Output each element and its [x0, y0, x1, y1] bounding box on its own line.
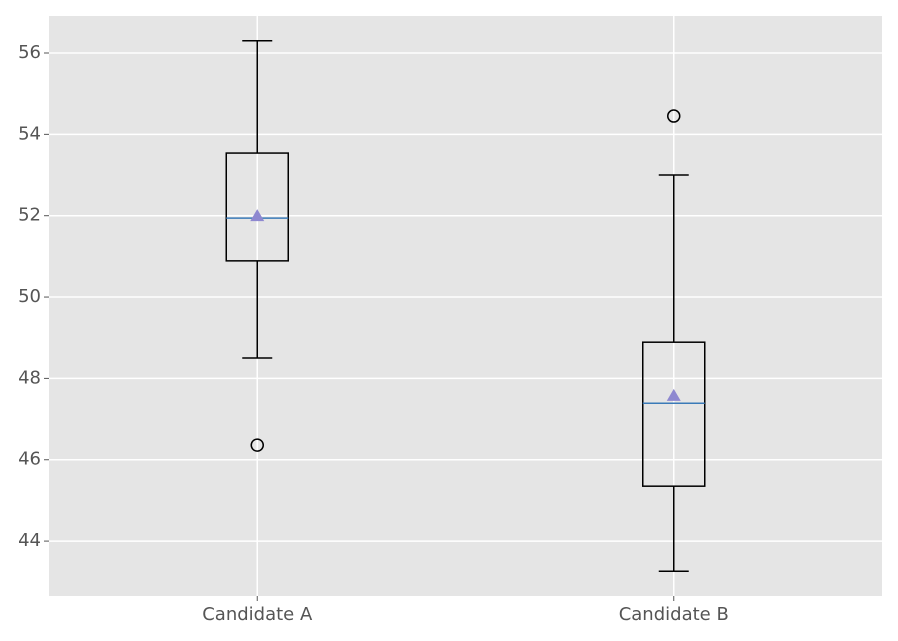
y-tick-label: 54 [18, 123, 41, 144]
y-tick-label: 44 [18, 530, 41, 551]
y-tick-label: 46 [18, 449, 41, 470]
y-tick-label: 56 [18, 42, 41, 63]
y-tick-label: 50 [18, 286, 41, 307]
y-tick-label: 48 [18, 367, 41, 388]
box [642, 341, 706, 487]
outlier [667, 109, 681, 123]
mean-marker [250, 209, 265, 222]
y-tick-label: 52 [18, 205, 41, 226]
x-tick-label: Candidate A [202, 604, 313, 625]
box [225, 152, 289, 262]
plot-background [49, 16, 882, 596]
mean-marker [666, 388, 681, 401]
x-tick-label: Candidate B [619, 604, 729, 625]
outlier [250, 438, 264, 452]
